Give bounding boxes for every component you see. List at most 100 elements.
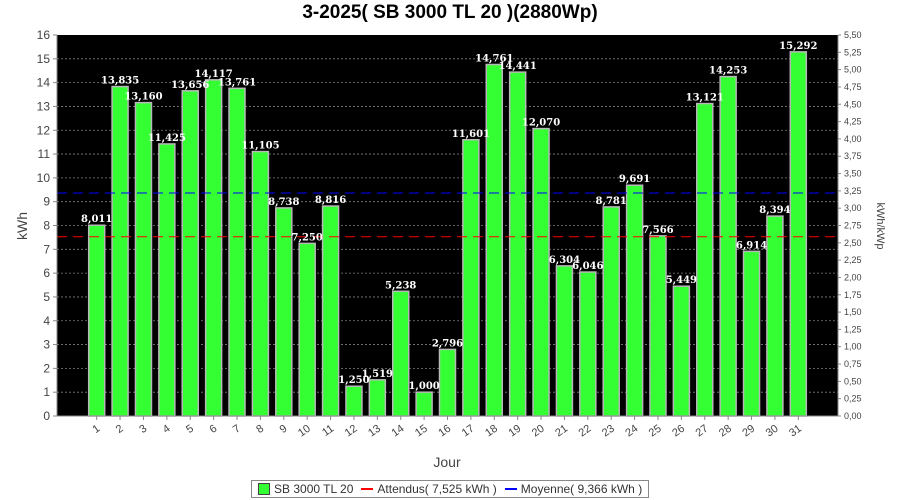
bar: [228, 87, 246, 417]
y2-tick-label: 5,00: [844, 65, 862, 75]
x-tick-label: 1: [91, 423, 103, 436]
y-tick-label: 10: [37, 171, 51, 185]
bar-value-label: 2,796: [432, 338, 463, 349]
bar-value-label: 1,519: [362, 369, 393, 380]
x-tick-label: 8: [254, 423, 266, 436]
bar-value-label: 8,738: [268, 197, 299, 208]
x-tick-label: 4: [161, 423, 173, 436]
y2-tick-label: 3,00: [844, 203, 862, 213]
y2-tick-label: 3,50: [844, 169, 862, 179]
legend: SB 3000 TL 20 Attendus( 7,525 kWh ) Moye…: [251, 480, 650, 498]
bar: [579, 271, 597, 417]
bar: [696, 102, 714, 417]
bar-value-label: 6,914: [736, 240, 767, 251]
y2-tick-label: 3,25: [844, 186, 862, 196]
y-axis-label: kWh: [14, 212, 30, 240]
legend-swatch-moyenne: [504, 488, 517, 490]
y2-tick-label: 0,50: [844, 376, 862, 386]
y-tick-label: 6: [43, 266, 50, 280]
legend-label-production: SB 3000 TL 20: [274, 482, 354, 496]
y2-tick-label: 1,00: [844, 342, 862, 352]
y-tick-label: 13: [37, 99, 51, 113]
y2-tick-label: 3,75: [844, 151, 862, 161]
y2-axis-label: kWh/kWp: [874, 202, 886, 249]
bar-value-label: 8,816: [315, 195, 346, 206]
x-tick-label: 5: [184, 423, 196, 436]
bar: [719, 75, 737, 417]
bar: [555, 265, 574, 417]
bar-labels: 8,011 13,835 13,160 11,425 13,65614,11713,76…: [81, 41, 817, 392]
y2-tick-label: 1,75: [844, 290, 862, 300]
bar-value-label: 11,105: [241, 141, 279, 152]
y2-tick-label: 4,00: [844, 134, 862, 144]
y-tick-label: 4: [43, 314, 50, 328]
bar: [438, 348, 457, 417]
bar-value-label: 7,566: [642, 225, 673, 236]
bar: [789, 51, 808, 417]
x-tick-label: 3: [137, 423, 149, 436]
y-tick-label: 11: [38, 147, 51, 161]
x-tick-label: 29: [740, 423, 757, 440]
y-tick-label: 14: [37, 76, 51, 90]
x-tick-label: 10: [296, 423, 313, 440]
x-tick-label: 23: [600, 423, 617, 440]
bar: [532, 127, 550, 417]
bar-value-label: 11,425: [148, 133, 186, 144]
x-tick-label: 11: [320, 423, 336, 439]
bar: [321, 205, 340, 417]
y2-tick-label: 4,25: [844, 117, 862, 127]
bar-value-label: 8,394: [759, 205, 790, 216]
y2-tick-label: 0,00: [844, 411, 862, 421]
y-tick-label: 3: [43, 338, 50, 352]
x-tick-label: 31: [787, 423, 804, 440]
y-tick-label: 9: [43, 195, 50, 209]
bar-value-label: 7,250: [292, 232, 323, 243]
x-tick-label: 6: [207, 423, 219, 436]
bar-value-label: 13,761: [218, 77, 256, 88]
chart-title: 3-2025( SB 3000 TL 20 )(2880Wp): [302, 2, 598, 23]
bar-value-label: 13,160: [124, 92, 162, 103]
y2-tick-label: 4,75: [844, 82, 862, 92]
x-tick-label: 20: [530, 423, 547, 440]
bar: [275, 207, 293, 417]
bar: [462, 139, 480, 417]
bar: [391, 290, 410, 417]
bar-value-label: 1,250: [338, 375, 369, 386]
x-tick-label: 2: [114, 423, 126, 436]
bar-value-label: 12,070: [522, 118, 560, 129]
legend-item-production: SB 3000 TL 20: [258, 482, 353, 496]
bar-chart: 8,011 13,835 13,160 11,425 13,65614,11713,76…: [14, 28, 886, 470]
y-tick-label: 1: [43, 385, 50, 399]
x-tick-label: 13: [366, 423, 383, 440]
bar-value-label: 5,449: [666, 275, 697, 286]
y2-axis-ticks: 0,00 0,25 0,50 0,75 1,00 1,25 1,50 1,75 2,00 2,25…: [838, 30, 862, 421]
x-tick-label: 15: [413, 423, 430, 440]
x-tick-label: 17: [460, 423, 477, 440]
bar-value-label: 13,121: [686, 93, 724, 104]
bar: [602, 206, 620, 417]
bar-value-label: 14,117: [194, 69, 232, 80]
y-tick-label: 7: [43, 242, 50, 256]
legend-item-attendus: Attendus( 7,525 kWh ): [361, 482, 497, 496]
bar-value-label: 5,238: [385, 280, 416, 291]
x-tick-label: 26: [670, 423, 687, 440]
bar: [204, 79, 223, 417]
x-axis-ticks: 1 2 3 4 5 6 7 8 9 10 11 12 13 14 15 16 17 18 19 20 21 22 23 24 2…: [91, 416, 804, 440]
y-tick-label: 5: [43, 290, 50, 304]
x-tick-label: 30: [764, 423, 781, 440]
y2-tick-label: 1,50: [844, 307, 862, 317]
bar: [649, 235, 667, 417]
legend-item-moyenne: Moyenne( 9,366 kWh ): [504, 482, 642, 496]
bar: [485, 63, 504, 417]
bar: [134, 101, 153, 417]
x-tick-label: 19: [506, 423, 523, 440]
bar-value-label: 6,304: [549, 255, 580, 266]
y2-tick-label: 2,50: [844, 238, 862, 248]
y2-tick-label: 4,50: [844, 99, 862, 109]
bars: [87, 51, 808, 417]
bar: [625, 184, 644, 417]
x-tick-label: 14: [390, 423, 407, 440]
x-tick-label: 24: [623, 423, 640, 440]
y-tick-label: 0: [43, 409, 50, 423]
x-tick-label: 25: [647, 423, 664, 440]
